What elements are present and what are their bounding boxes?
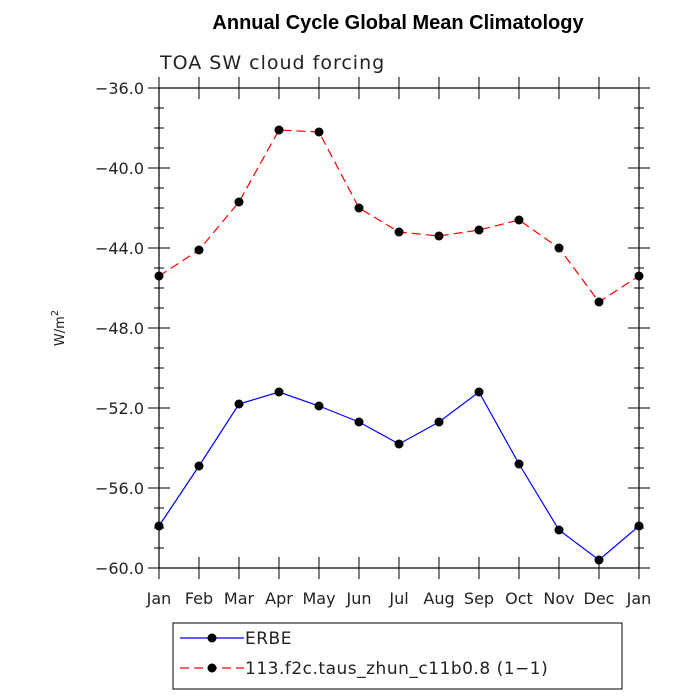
chart-subtitle: TOA SW cloud forcing	[159, 52, 385, 74]
y-tick-label: −60.0	[95, 559, 144, 578]
data-point	[314, 401, 324, 411]
data-point	[274, 387, 284, 397]
data-point	[194, 461, 204, 471]
series-1	[154, 125, 644, 307]
x-tick-label: Mar	[224, 589, 255, 608]
data-point	[474, 225, 484, 235]
y-tick-label: −52.0	[95, 399, 144, 418]
y-axis-label-text: W/m	[53, 316, 68, 346]
series-0	[154, 387, 644, 565]
data-point	[514, 459, 524, 469]
y-tick-label: −56.0	[95, 479, 144, 498]
data-point	[234, 197, 244, 207]
data-point	[274, 125, 284, 135]
x-tick-label: Nov	[543, 589, 574, 608]
plot-area	[158, 87, 640, 569]
svg-text:W/m2: W/m2	[50, 310, 68, 346]
data-point	[474, 387, 484, 397]
y-tick-label: −44.0	[95, 239, 144, 258]
data-point	[634, 271, 644, 281]
x-tick-label: Apr	[265, 589, 293, 608]
legend-entry-0: ERBE	[180, 629, 292, 649]
axis-ticks	[148, 77, 650, 579]
legend-label-1: 113.f2c.taus_zhun_c11b0.8 (1−1)	[245, 659, 548, 679]
x-tick-label: Jun	[346, 589, 372, 608]
legend-entry-1: 113.f2c.taus_zhun_c11b0.8 (1−1)	[180, 659, 548, 679]
series-line-1	[158, 129, 640, 303]
chart-title: Annual Cycle Global Mean Climatology	[212, 12, 584, 34]
data-point	[354, 203, 364, 213]
x-tick-labels: Jan Feb Mar Apr May Jun Jul Aug Sep Oct Nov Dec Jan	[146, 589, 652, 608]
x-tick-label: Feb	[185, 589, 213, 608]
data-point	[234, 399, 244, 409]
data-point	[554, 525, 564, 535]
data-point	[594, 297, 604, 307]
series-line-0	[158, 391, 640, 561]
data-point	[394, 227, 404, 237]
y-tick-labels: −60.0 −56.0 −52.0 −48.0 −44.0 −40.0 −36.0	[95, 79, 144, 578]
data-point	[594, 555, 604, 565]
legend-swatch-0-marker	[207, 633, 217, 643]
x-tick-label: May	[302, 589, 335, 608]
x-tick-label: Jan	[146, 589, 172, 608]
data-point	[194, 245, 204, 255]
y-tick-label: −36.0	[95, 79, 144, 98]
legend-box	[172, 622, 623, 690]
x-tick-label: Sep	[464, 589, 494, 608]
data-point	[634, 521, 644, 531]
legend-swatch-1-marker	[207, 663, 217, 673]
x-tick-label: Jan	[626, 589, 652, 608]
x-tick-label: Oct	[505, 589, 533, 608]
series-layer	[154, 125, 644, 565]
y-axis-label: W/m2	[50, 310, 68, 346]
x-tick-label: Aug	[423, 589, 454, 608]
y-tick-label: −40.0	[95, 159, 144, 178]
legend-label-0: ERBE	[245, 629, 292, 649]
data-point	[314, 127, 324, 137]
data-point	[354, 417, 364, 427]
data-point	[434, 231, 444, 241]
y-axis-label-superscript: 2	[50, 310, 61, 316]
data-point	[394, 439, 404, 449]
x-tick-label: Jul	[388, 589, 408, 608]
data-point	[434, 417, 444, 427]
data-point	[514, 215, 524, 225]
y-tick-label: −48.0	[95, 319, 144, 338]
data-point	[554, 243, 564, 253]
data-point	[154, 521, 164, 531]
x-tick-label: Dec	[584, 589, 615, 608]
data-point	[154, 271, 164, 281]
